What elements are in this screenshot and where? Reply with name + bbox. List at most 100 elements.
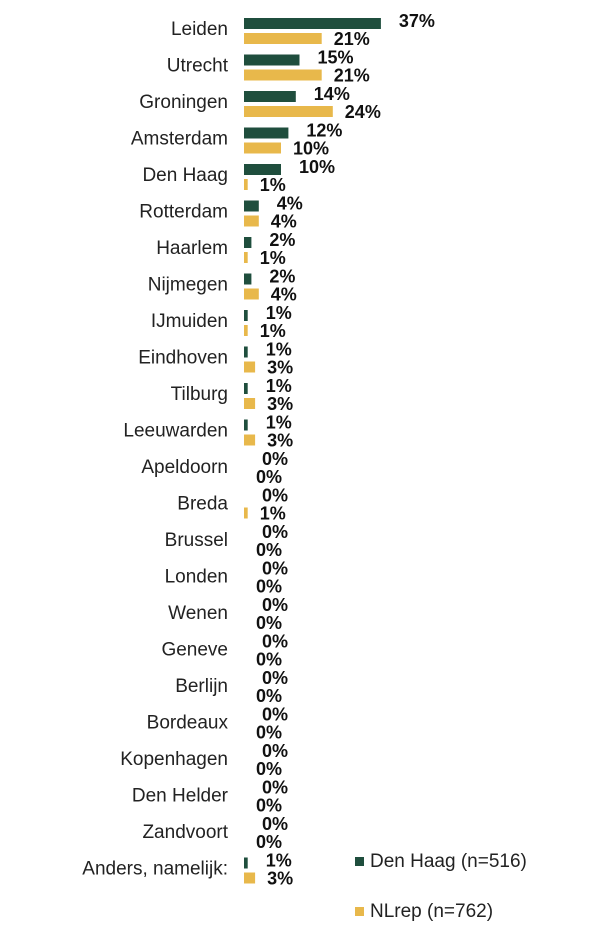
- value-label: 3%: [267, 394, 293, 414]
- category-label: Nijmegen: [148, 275, 228, 296]
- value-label: 0%: [256, 759, 282, 779]
- value-label: 4%: [271, 284, 297, 304]
- value-label: 3%: [267, 430, 293, 450]
- category-label: Tilburg: [171, 384, 228, 405]
- bar: [244, 383, 248, 394]
- bar: [244, 325, 248, 336]
- value-label: 0%: [256, 832, 282, 852]
- bar: [244, 142, 281, 154]
- category-label: IJmuiden: [151, 311, 228, 332]
- bar: [244, 419, 248, 431]
- value-label: 0%: [262, 741, 288, 761]
- bar: [244, 164, 281, 175]
- bar: [244, 398, 256, 409]
- value-label: 0%: [256, 540, 282, 560]
- value-label: 3%: [267, 868, 293, 888]
- value-label: 10%: [293, 138, 329, 158]
- category-label: Anders, namelijk:: [82, 859, 228, 880]
- bar: [244, 54, 300, 66]
- legend-swatch: [355, 907, 364, 916]
- value-label: 0%: [256, 722, 282, 742]
- category-label: Zandvoort: [142, 822, 228, 843]
- category-label: Bordeaux: [147, 713, 229, 734]
- bar: [244, 361, 256, 373]
- value-label: 12%: [306, 120, 342, 140]
- category-label: Londen: [165, 567, 228, 588]
- bar: [244, 310, 248, 321]
- category-label: Breda: [177, 494, 228, 515]
- value-label: 0%: [262, 558, 288, 578]
- category-label: Leiden: [171, 19, 228, 40]
- bar: [244, 857, 248, 869]
- bar: [244, 179, 248, 190]
- value-label: 24%: [345, 102, 381, 122]
- bar: [244, 18, 381, 29]
- value-label: 37%: [399, 11, 435, 31]
- value-label: 3%: [267, 357, 293, 377]
- value-label: 4%: [271, 211, 297, 231]
- value-label: 21%: [334, 65, 370, 85]
- value-label: 0%: [262, 704, 288, 724]
- category-label: Berlijn: [175, 676, 228, 697]
- value-label: 0%: [262, 449, 288, 469]
- value-label: 2%: [269, 230, 295, 250]
- category-label: Den Haag: [142, 165, 228, 186]
- value-label: 1%: [266, 376, 292, 396]
- legend-swatch: [355, 857, 364, 866]
- value-label: 15%: [318, 47, 354, 67]
- bar: [244, 273, 252, 285]
- value-label: 0%: [256, 795, 282, 815]
- bar: [244, 91, 296, 102]
- category-label: Eindhoven: [138, 348, 228, 369]
- category-label: Wenen: [168, 603, 228, 624]
- bar: [244, 288, 259, 300]
- category-label: Groningen: [139, 92, 228, 113]
- value-label: 1%: [260, 503, 286, 523]
- value-label: 0%: [256, 649, 282, 669]
- value-label: 0%: [256, 576, 282, 596]
- category-label: Amsterdam: [131, 129, 228, 150]
- value-label: 0%: [256, 686, 282, 706]
- bar: [244, 507, 248, 519]
- value-label: 1%: [266, 412, 292, 432]
- bar: [244, 237, 252, 248]
- bar: [244, 106, 333, 117]
- bar: [244, 215, 259, 227]
- value-label: 0%: [262, 485, 288, 505]
- value-label: 1%: [260, 248, 286, 268]
- category-label: Leeuwarden: [123, 421, 228, 442]
- value-label: 0%: [256, 613, 282, 633]
- bar: [244, 252, 248, 263]
- value-label: 0%: [262, 522, 288, 542]
- value-label: 14%: [314, 84, 350, 104]
- bar: [244, 200, 259, 212]
- value-label: 0%: [262, 631, 288, 651]
- category-label: Haarlem: [156, 238, 228, 259]
- value-label: 4%: [277, 193, 303, 213]
- bar: [244, 127, 289, 139]
- legend-label: NLrep (n=762): [370, 901, 493, 922]
- value-label: 21%: [334, 29, 370, 49]
- category-label: Rotterdam: [139, 202, 228, 223]
- value-label: 0%: [262, 668, 288, 688]
- bar: [244, 434, 256, 446]
- category-label: Brussel: [165, 530, 228, 551]
- legend-label: Den Haag (n=516): [370, 851, 527, 872]
- value-label: 1%: [260, 175, 286, 195]
- bar: [244, 872, 256, 884]
- value-label: 1%: [260, 321, 286, 341]
- category-label: Kopenhagen: [120, 749, 228, 770]
- value-label: 0%: [262, 777, 288, 797]
- value-label: 1%: [266, 850, 292, 870]
- value-label: 10%: [299, 157, 335, 177]
- bar: [244, 346, 248, 358]
- category-label: Utrecht: [167, 56, 229, 77]
- category-label: Apeldoorn: [141, 457, 228, 478]
- value-label: 0%: [262, 814, 288, 834]
- bar: [244, 69, 322, 81]
- value-label: 2%: [269, 266, 295, 286]
- value-label: 1%: [266, 339, 292, 359]
- value-label: 0%: [256, 467, 282, 487]
- value-label: 1%: [266, 303, 292, 323]
